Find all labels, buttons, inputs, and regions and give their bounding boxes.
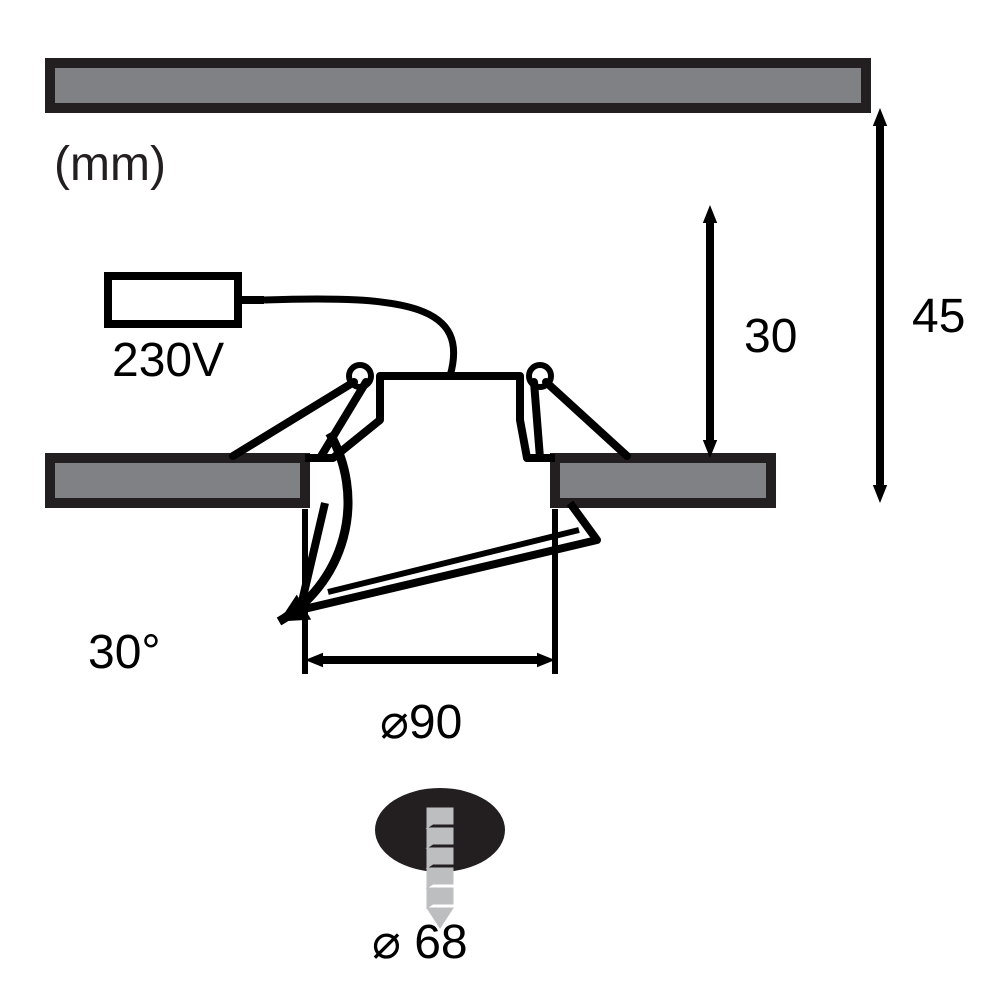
ceiling-bar bbox=[50, 63, 866, 108]
mount-bar-right bbox=[555, 458, 771, 503]
transformer-box bbox=[108, 276, 238, 324]
depth-30-label: 30 bbox=[744, 310, 797, 363]
mount-bar-left bbox=[50, 458, 305, 503]
depth-45-label: 45 bbox=[912, 290, 965, 343]
unit-label: (mm) bbox=[54, 138, 166, 191]
diameter-68-label: ⌀ 68 bbox=[372, 916, 468, 969]
angle-label: 30° bbox=[88, 626, 161, 679]
voltage-label: 230V bbox=[112, 334, 224, 387]
spring-arm-right bbox=[534, 382, 627, 458]
diameter-90-label: ⌀90 bbox=[380, 696, 462, 749]
lamp-inner-edge bbox=[328, 530, 579, 592]
